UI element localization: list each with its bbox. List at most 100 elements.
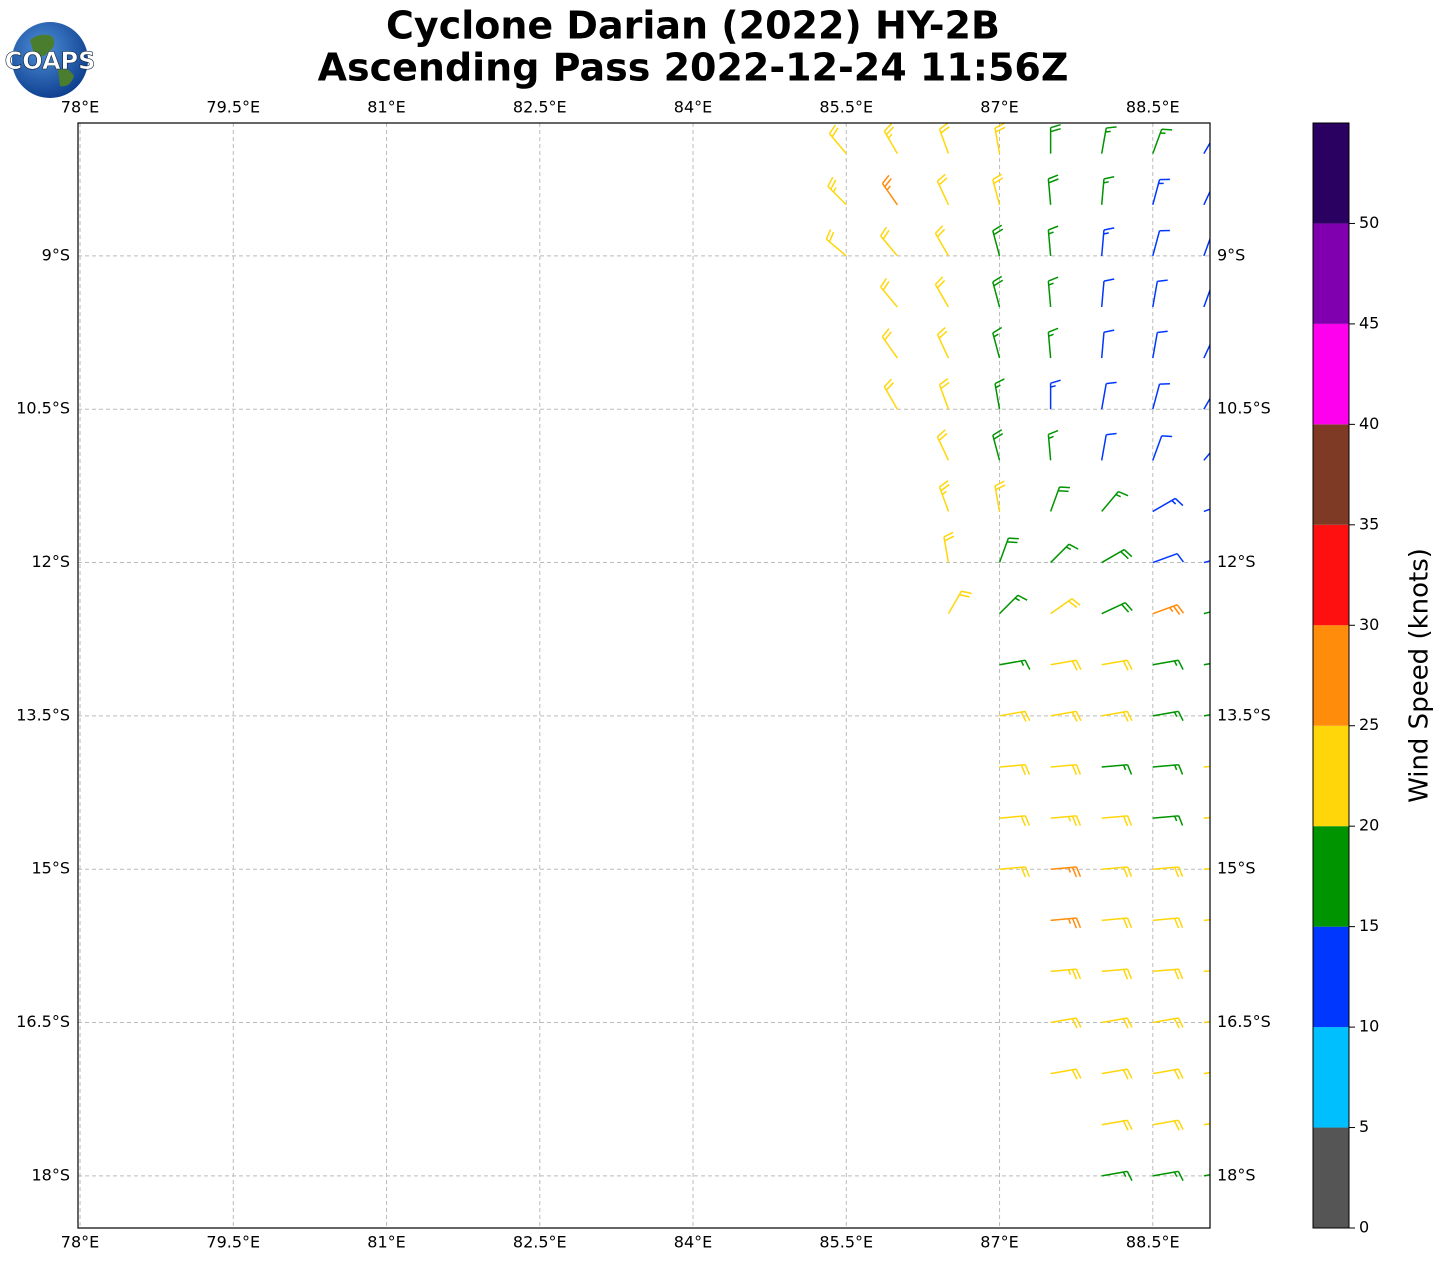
y-tick-label: 15°S (1217, 859, 1256, 878)
wind-barb (1101, 1119, 1133, 1131)
colorbar-tick-label: 25 (1359, 715, 1379, 734)
y-tick-label: 18°S (1217, 1165, 1256, 1184)
wind-barb (1152, 497, 1184, 513)
wind-barb (1152, 604, 1185, 615)
wind-barb (1152, 229, 1170, 257)
wind-barb (1203, 508, 1210, 513)
wind-barb (1203, 1122, 1210, 1126)
wind-barb (938, 123, 950, 154)
wind-barb (1152, 330, 1168, 359)
colorbar-bin (1313, 926, 1349, 1028)
colorbar-tick-label: 5 (1359, 1117, 1369, 1136)
colorbar-bin (1313, 524, 1349, 626)
colorbar-tick-label: 40 (1359, 414, 1379, 433)
wind-barb (880, 226, 898, 257)
wind-barb (1101, 548, 1133, 564)
wind-barb (934, 225, 950, 257)
wind-barb (1203, 970, 1210, 973)
map-frame (77, 122, 1211, 1229)
wind-barb (1152, 763, 1184, 775)
wind-barb (1047, 429, 1059, 461)
wind-barb (947, 590, 972, 615)
wind-barb (1101, 659, 1133, 671)
wind-barb (1100, 227, 1115, 256)
colorbar-tick-label: 45 (1359, 313, 1379, 332)
wind-barb (1203, 611, 1210, 615)
wind-barb (1152, 279, 1168, 308)
wind-barb (1050, 710, 1082, 722)
wind-barb (994, 123, 1006, 154)
wind-barb (1049, 123, 1061, 154)
wind-barb (1203, 236, 1210, 257)
colorbar-bin (1313, 725, 1349, 827)
wind-barb (1100, 126, 1117, 154)
wind-barb (883, 378, 899, 410)
y-tick-label: 10.5°S (16, 399, 70, 418)
wind-barb (1101, 490, 1129, 512)
gridlines (78, 123, 1210, 1228)
wind-barb (999, 710, 1031, 722)
y-tick-label: 9°S (1217, 245, 1245, 264)
wind-barb (1152, 383, 1170, 410)
wind-barb (1050, 815, 1082, 827)
wind-barb (943, 531, 955, 563)
wind-barb (994, 378, 1005, 410)
x-tick-label: 88.5°E (1126, 98, 1180, 117)
wind-barb (1101, 1068, 1133, 1080)
y-tick-label: 16.5°S (16, 1012, 70, 1031)
wind-barb (999, 659, 1031, 670)
wind-barb (1203, 765, 1210, 768)
wind-barb (1152, 815, 1184, 826)
colorbar-bin (1313, 826, 1349, 927)
wind-barb (999, 866, 1030, 878)
wind-barb (1101, 815, 1133, 827)
wind-barb (936, 173, 950, 206)
wind-barb (883, 123, 899, 155)
logo: COAPS (4, 22, 96, 98)
logo-text: COAPS (5, 47, 96, 75)
x-tick-label: 82.5°E (513, 1233, 567, 1252)
colorbar-tick-label: 0 (1359, 1218, 1369, 1237)
colorbar-frame (1312, 122, 1350, 1229)
x-tick-label: 79.5°E (206, 1233, 260, 1252)
x-tick-label: 78°E (61, 98, 99, 117)
axis-labels: 78°E 78°E 79.5°E 79.5°E 81°E 81°E 82.5°E 82.5°E… (16, 98, 1271, 1252)
wind-barb (1050, 917, 1082, 929)
colorbar-tick-label: 30 (1359, 615, 1379, 634)
subtitle: Ascending Pass 2022-12-24 11:56Z (318, 46, 1069, 90)
wind-barb (1101, 917, 1133, 929)
wind-barb (992, 326, 1003, 359)
wind-barb (936, 429, 950, 461)
x-tick-label: 85.5°E (819, 1233, 873, 1252)
wind-barb (1152, 552, 1185, 564)
x-tick-label: 84°E (674, 98, 712, 117)
wind-barb (992, 429, 1004, 461)
y-tick-label: 16.5°S (1217, 1012, 1271, 1031)
y-tick-label: 13.5°S (16, 705, 70, 724)
wind-barb (825, 229, 847, 257)
wind-barb (1152, 1017, 1184, 1029)
wind-barb (1050, 598, 1081, 615)
wind-barb (1050, 543, 1079, 564)
wind-barb (1203, 343, 1210, 359)
wind-barb (998, 537, 1019, 563)
wind-barb (1152, 1170, 1184, 1182)
wind-barb (1101, 710, 1133, 722)
x-tick-label: 79.5°E (206, 98, 260, 117)
x-tick-label: 88.5°E (1126, 1233, 1180, 1252)
wind-barb (1101, 968, 1133, 980)
wind-barb (1100, 381, 1117, 410)
wind-barb (1100, 432, 1117, 461)
wind-barb (1050, 1017, 1082, 1029)
wind-barb (1050, 1068, 1082, 1080)
wind-barb (1050, 866, 1082, 878)
wind-barb (1203, 451, 1210, 461)
logo-land (30, 34, 74, 87)
colorbar-tick-label: 35 (1359, 514, 1379, 533)
wind-barb (1203, 662, 1210, 666)
wind-barb (1047, 174, 1059, 205)
wind-barbs (825, 123, 1210, 1182)
wind-barb (1203, 816, 1210, 819)
y-tick-label: 15°S (31, 859, 70, 878)
wind-barb (1203, 1020, 1210, 1024)
